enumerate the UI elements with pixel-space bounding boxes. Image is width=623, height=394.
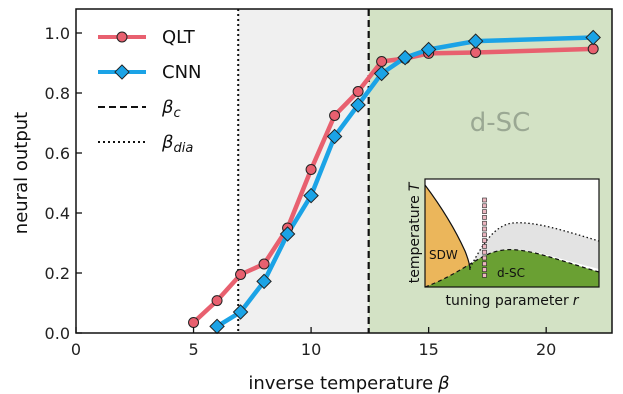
inset-point [482,244,487,249]
axes: 0 5 10 15 20 0.0 0.2 0.4 0.6 0.8 1.0 [45,8,613,359]
y-tick-label: 0.4 [45,204,70,223]
inset-fluctuation-boundary [469,222,600,269]
region-0 [238,9,369,333]
data-point-cnn [350,97,366,113]
inset-point [482,255,487,261]
legend-label-qlt: QLT [162,27,196,48]
data-point-cnn [373,65,390,82]
data-point-cnn [303,187,319,204]
legend-entry-beta-dia: βdia [98,132,193,156]
data-point-qlt [258,258,270,270]
inset-phase-diagram: SDW d-SC tuning parameter r temperatureT [407,178,600,309]
x-tick-label: 20 [536,340,556,359]
y-axis-label: neural output [11,112,32,234]
legend-label-beta-c: βc [161,97,181,121]
inset-y-label: temperatureT [407,181,423,283]
y-tick-label: 0.0 [45,324,70,343]
inset-dsc-label: d-SC [497,266,525,280]
data-point-qlt [329,110,341,121]
inset-point [482,267,487,272]
region-label-dsc: d-SC [470,108,531,138]
data-point-cnn [279,226,296,242]
inset-point [482,209,487,214]
data-point-cnn [585,29,601,46]
inset-point [482,220,487,226]
y-tick-label: 1.0 [45,24,70,43]
plot-frame [75,8,613,334]
x-tick-label: 0 [71,340,81,359]
inset-point [482,215,487,220]
legend-marker-qlt [116,31,128,43]
inset-sdw-boundary [424,184,471,271]
legend-label-cnn: CNN [162,62,202,83]
inset-point [482,226,487,232]
inset-point [482,238,487,243]
legend-entry-qlt: QLT [98,27,196,48]
inset-data-points [482,197,487,278]
legend-entry-cnn: CNN [98,62,202,83]
inset-point [482,273,487,278]
inset-point [482,203,487,209]
x-tick-label: 10 [301,340,321,359]
inset-frame [424,178,600,288]
data-point-qlt [188,317,200,328]
data-series [188,29,601,335]
x-tick-label: 5 [188,340,198,359]
y-tick-label: 0.8 [45,84,70,103]
x-axis-label: inverse temperature β [248,373,449,394]
data-point-cnn [256,273,272,290]
legend-marker-cnn [114,64,130,80]
inset-fluctuation-region [470,222,599,269]
data-point-qlt [305,164,317,175]
inset-point [482,197,487,203]
inset-point [482,249,487,255]
legend: QLT CNN βc βdia [98,27,202,156]
data-point-cnn [326,128,343,145]
y-tick-label: 0.6 [45,144,70,163]
inset-point [482,261,487,267]
data-point-qlt [211,295,223,307]
shaded-regions [238,9,612,333]
x-tick-label: 15 [418,340,438,359]
data-point-cnn [467,33,484,49]
data-point-cnn [209,318,225,335]
data-point-qlt [587,43,599,55]
inset-x-label: tuning parameter r [445,293,579,309]
inset-point [482,232,487,238]
data-point-qlt [376,56,388,67]
data-point-cnn [420,41,437,58]
data-point-cnn [232,304,249,320]
legend-label-beta-dia: βdia [161,132,193,156]
data-point-qlt [352,86,364,97]
inset-sdw-region [425,185,470,287]
data-point-cnn [397,49,413,66]
series-line-cnn [214,35,596,329]
inset-sdw-label: SDW [429,248,458,262]
data-point-qlt [235,269,247,280]
legend-entry-beta-c: βc [98,97,181,121]
data-point-qlt [470,47,482,58]
y-tick-label: 0.2 [45,264,70,283]
